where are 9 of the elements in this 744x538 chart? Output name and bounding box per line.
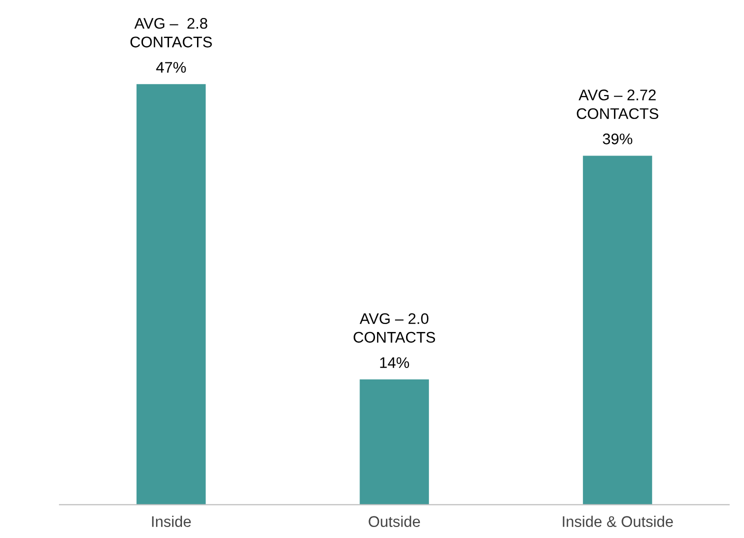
x-tick-label: Inside & Outside <box>562 516 673 527</box>
annotation: AVG – 2.72 CONTACTS <box>576 90 658 120</box>
annotation: AVG – 2.8 CONTACTS <box>130 18 212 48</box>
x-tick-label: Inside <box>152 516 191 527</box>
x-tick-label: Outside <box>368 516 420 527</box>
data-label: 14% <box>380 357 410 368</box>
annotation: AVG – 2.0 CONTACTS <box>354 313 436 343</box>
data-label: 47% <box>156 62 186 73</box>
data-label: 39% <box>602 134 632 144</box>
